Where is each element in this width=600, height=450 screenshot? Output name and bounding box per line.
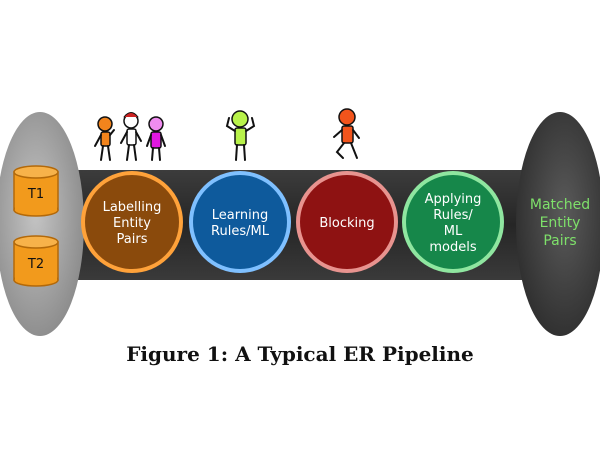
stage-3-label-line: Blocking	[319, 216, 374, 231]
stage-4-label-line: ML	[444, 224, 463, 239]
table-t1-label: T1	[27, 187, 44, 202]
table-t2-cylinder: T2	[13, 235, 59, 287]
stage-2-circle	[193, 175, 287, 269]
stage-2-label-line: Rules/ML	[211, 224, 270, 239]
stage-4-label-line: Applying	[425, 192, 482, 207]
stage-3-circle	[300, 175, 394, 269]
stage-4-label-line: models	[429, 240, 476, 255]
pipeline-stages: LabellingEntityPairsLearningRules/MLBloc…	[81, 171, 504, 273]
pipeline-left-cap	[0, 112, 84, 336]
blocking-figure-icon	[333, 108, 360, 159]
output-label-line: Pairs	[543, 233, 576, 249]
stage-1-circle	[85, 175, 179, 269]
stage-1-label-line: Labelling	[103, 200, 162, 215]
stage-1-label-line: Pairs	[117, 232, 148, 247]
table-t1-cylinder: T1	[13, 165, 59, 217]
caption-title: A Typical ER Pipeline	[235, 342, 474, 366]
stage-1-label-line: Entity	[113, 216, 151, 231]
pipeline-right-cap	[516, 112, 600, 336]
output-matched-pairs: Matched Entity Pairs	[530, 197, 590, 249]
learner-figure-icon	[225, 110, 256, 161]
stage-4-label-line: Rules/	[433, 208, 473, 223]
caption-label: Figure 1:	[126, 342, 229, 366]
stage-4-circle	[406, 175, 500, 269]
stage-2-label-line: Learning	[212, 208, 268, 223]
output-label-line: Entity	[540, 215, 581, 231]
table-t2-label: T2	[27, 257, 44, 272]
figure-caption: Figure 1: A Typical ER Pipeline	[0, 342, 600, 366]
output-label-line: Matched	[530, 197, 590, 213]
people-group-icon	[94, 112, 166, 161]
stage-3: Blocking	[296, 171, 398, 273]
